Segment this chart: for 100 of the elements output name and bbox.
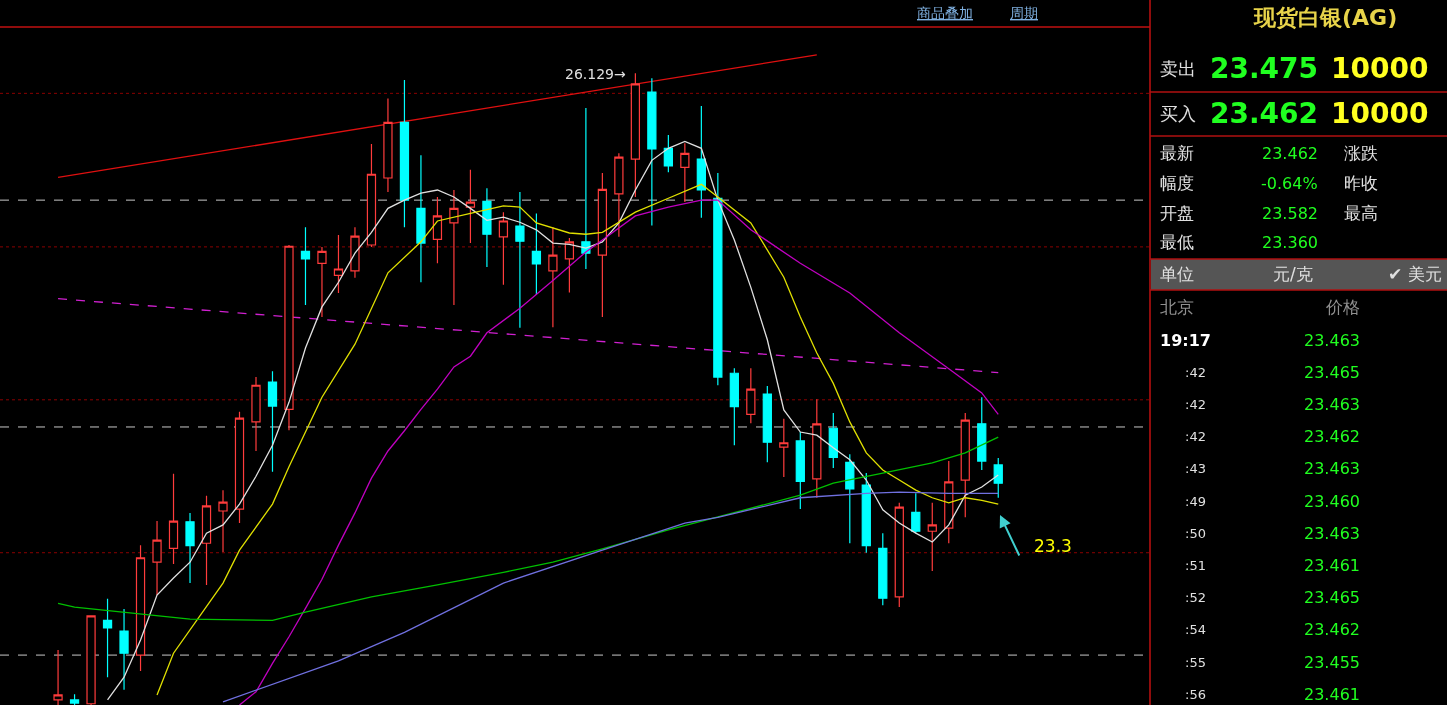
candlestick [152, 520, 162, 596]
text: 开盘 [1160, 203, 1194, 223]
candlestick [531, 212, 542, 296]
candlestick [795, 431, 805, 510]
text: 周期 [1010, 5, 1038, 21]
candlestick [614, 152, 624, 238]
candlestick [663, 134, 673, 173]
text: 23.465 [1304, 588, 1360, 607]
text: :42 [1185, 429, 1206, 444]
candlestick [366, 143, 377, 248]
candlestick [779, 418, 789, 478]
text: 23.463 [1304, 331, 1360, 350]
text: 23.465 [1304, 363, 1360, 382]
candlestick [564, 237, 575, 293]
candlestick [416, 154, 426, 283]
text: 23.462 [1304, 620, 1360, 639]
candlestick [350, 226, 360, 279]
candlestick [729, 367, 739, 446]
candlestick [201, 495, 212, 586]
candlestick [927, 502, 937, 572]
text: 商品叠加 [917, 5, 973, 21]
candlestick [185, 512, 195, 584]
candlestick [911, 492, 921, 534]
text: 23.475 [1210, 52, 1319, 85]
candlestick [267, 370, 278, 473]
text: :56 [1185, 687, 1206, 702]
text: :42 [1185, 397, 1206, 412]
candlestick [399, 79, 410, 228]
candlestick [119, 608, 129, 691]
text: 最低 [1160, 232, 1194, 252]
candlestick [977, 396, 987, 471]
text: :51 [1185, 558, 1206, 573]
text: 价格 [1325, 297, 1360, 317]
text: 23.462 [1304, 427, 1360, 446]
text: 23.463 [1304, 524, 1360, 543]
candlestick [696, 105, 706, 219]
text: 卖出 [1160, 58, 1196, 79]
candlestick [300, 226, 311, 306]
text: :42 [1185, 365, 1206, 380]
text: 昨收 [1344, 173, 1378, 193]
text: 19:17 [1160, 331, 1211, 350]
candlestick [168, 473, 179, 565]
candlestick [845, 453, 855, 544]
text: 幅度 [1160, 173, 1194, 193]
text: 最新 [1160, 143, 1194, 163]
candlestick [465, 169, 476, 244]
text: 23.582 [1262, 204, 1318, 223]
text: 买入 [1160, 103, 1196, 124]
text: 23.463 [1304, 459, 1360, 478]
candlestick [581, 107, 591, 270]
candlestick [251, 376, 261, 452]
candlestick [944, 460, 954, 544]
candlestick [548, 226, 558, 328]
text: ✔ 美元 [1388, 264, 1442, 284]
candlestick [449, 189, 459, 306]
text: 23.462 [1210, 97, 1319, 130]
text: :52 [1185, 590, 1206, 605]
candlestick [746, 367, 756, 424]
candlestick [647, 77, 657, 227]
text: 单位 [1160, 264, 1194, 284]
candlestick [515, 191, 525, 329]
candlestick [383, 97, 393, 193]
text: :54 [1185, 622, 1206, 637]
text: 现货白银(AG) [1253, 5, 1398, 30]
text: 23.462 [1262, 144, 1318, 163]
text: 北京 [1160, 297, 1194, 317]
text: 10000 [1331, 52, 1429, 85]
text: 23.3 [1034, 536, 1072, 556]
candlestick [333, 234, 344, 294]
text: :49 [1185, 494, 1206, 509]
candlestick [317, 246, 327, 318]
candlestick [680, 142, 690, 203]
text: :55 [1185, 655, 1206, 670]
text: 23.360 [1262, 233, 1318, 252]
candlestick [630, 72, 641, 198]
candlestick [234, 411, 245, 524]
candlestick [713, 172, 723, 386]
annotation: 26.129→ [565, 66, 626, 82]
text: 23.461 [1304, 685, 1360, 704]
candlestick [69, 693, 80, 705]
text: 涨跌 [1344, 143, 1378, 163]
candlestick [284, 244, 294, 431]
candlestick [861, 472, 871, 554]
text: :43 [1185, 461, 1206, 476]
text: 元/克 [1273, 264, 1313, 284]
candlestick [102, 598, 113, 678]
text: 23.463 [1304, 395, 1360, 414]
candlestick [135, 544, 146, 672]
candlestick [762, 385, 772, 463]
candlestick [894, 502, 904, 608]
text: 23.461 [1304, 556, 1360, 575]
candlestick [828, 412, 838, 469]
candlestick [993, 457, 1003, 499]
text: 最高 [1344, 203, 1378, 223]
candlestick [878, 532, 888, 606]
text: 23.455 [1304, 653, 1360, 672]
candlestick [482, 187, 492, 268]
text: 10000 [1331, 97, 1429, 130]
candlestick [498, 211, 509, 286]
candlestick [597, 172, 608, 318]
